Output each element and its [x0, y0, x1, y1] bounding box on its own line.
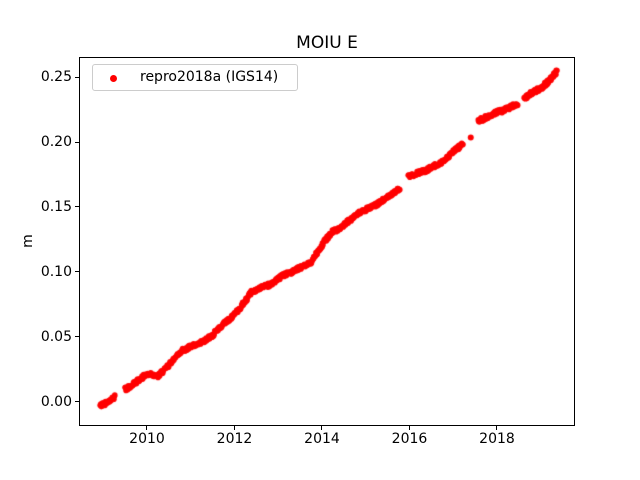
y-tick-mark [75, 141, 79, 143]
y-tick-mark [75, 76, 79, 78]
x-tick-mark [321, 426, 323, 430]
x-tick-mark [146, 426, 148, 430]
x-tick-label: 2018 [479, 431, 515, 447]
legend-box: repro2018a (IGS14) [92, 64, 298, 91]
y-tick-label: 0.25 [40, 69, 72, 86]
y-tick-label: 0.10 [40, 263, 72, 280]
x-tick-mark [408, 426, 410, 430]
plot-frame [79, 57, 575, 426]
x-tick-mark [496, 426, 498, 430]
y-tick-mark [75, 401, 79, 403]
chart-title: MOIU E [296, 33, 358, 53]
legend-label: repro2018a (IGS14) [140, 69, 279, 85]
y-tick-mark [75, 206, 79, 208]
y-tick-label: 0.15 [40, 198, 72, 215]
legend-marker-icon [110, 75, 117, 82]
y-axis-label: m [20, 234, 36, 248]
x-tick-label: 2010 [129, 431, 165, 447]
y-tick-label: 0.20 [40, 134, 72, 150]
x-tick-label: 2016 [391, 431, 428, 447]
x-tick-label: 2012 [216, 431, 253, 447]
y-tick-label: 0.05 [40, 328, 72, 345]
y-tick-mark [75, 336, 79, 338]
x-tick-mark [233, 426, 235, 430]
y-tick-mark [75, 271, 79, 273]
x-tick-label: 2014 [304, 431, 340, 447]
y-tick-label: 0.00 [40, 393, 72, 410]
